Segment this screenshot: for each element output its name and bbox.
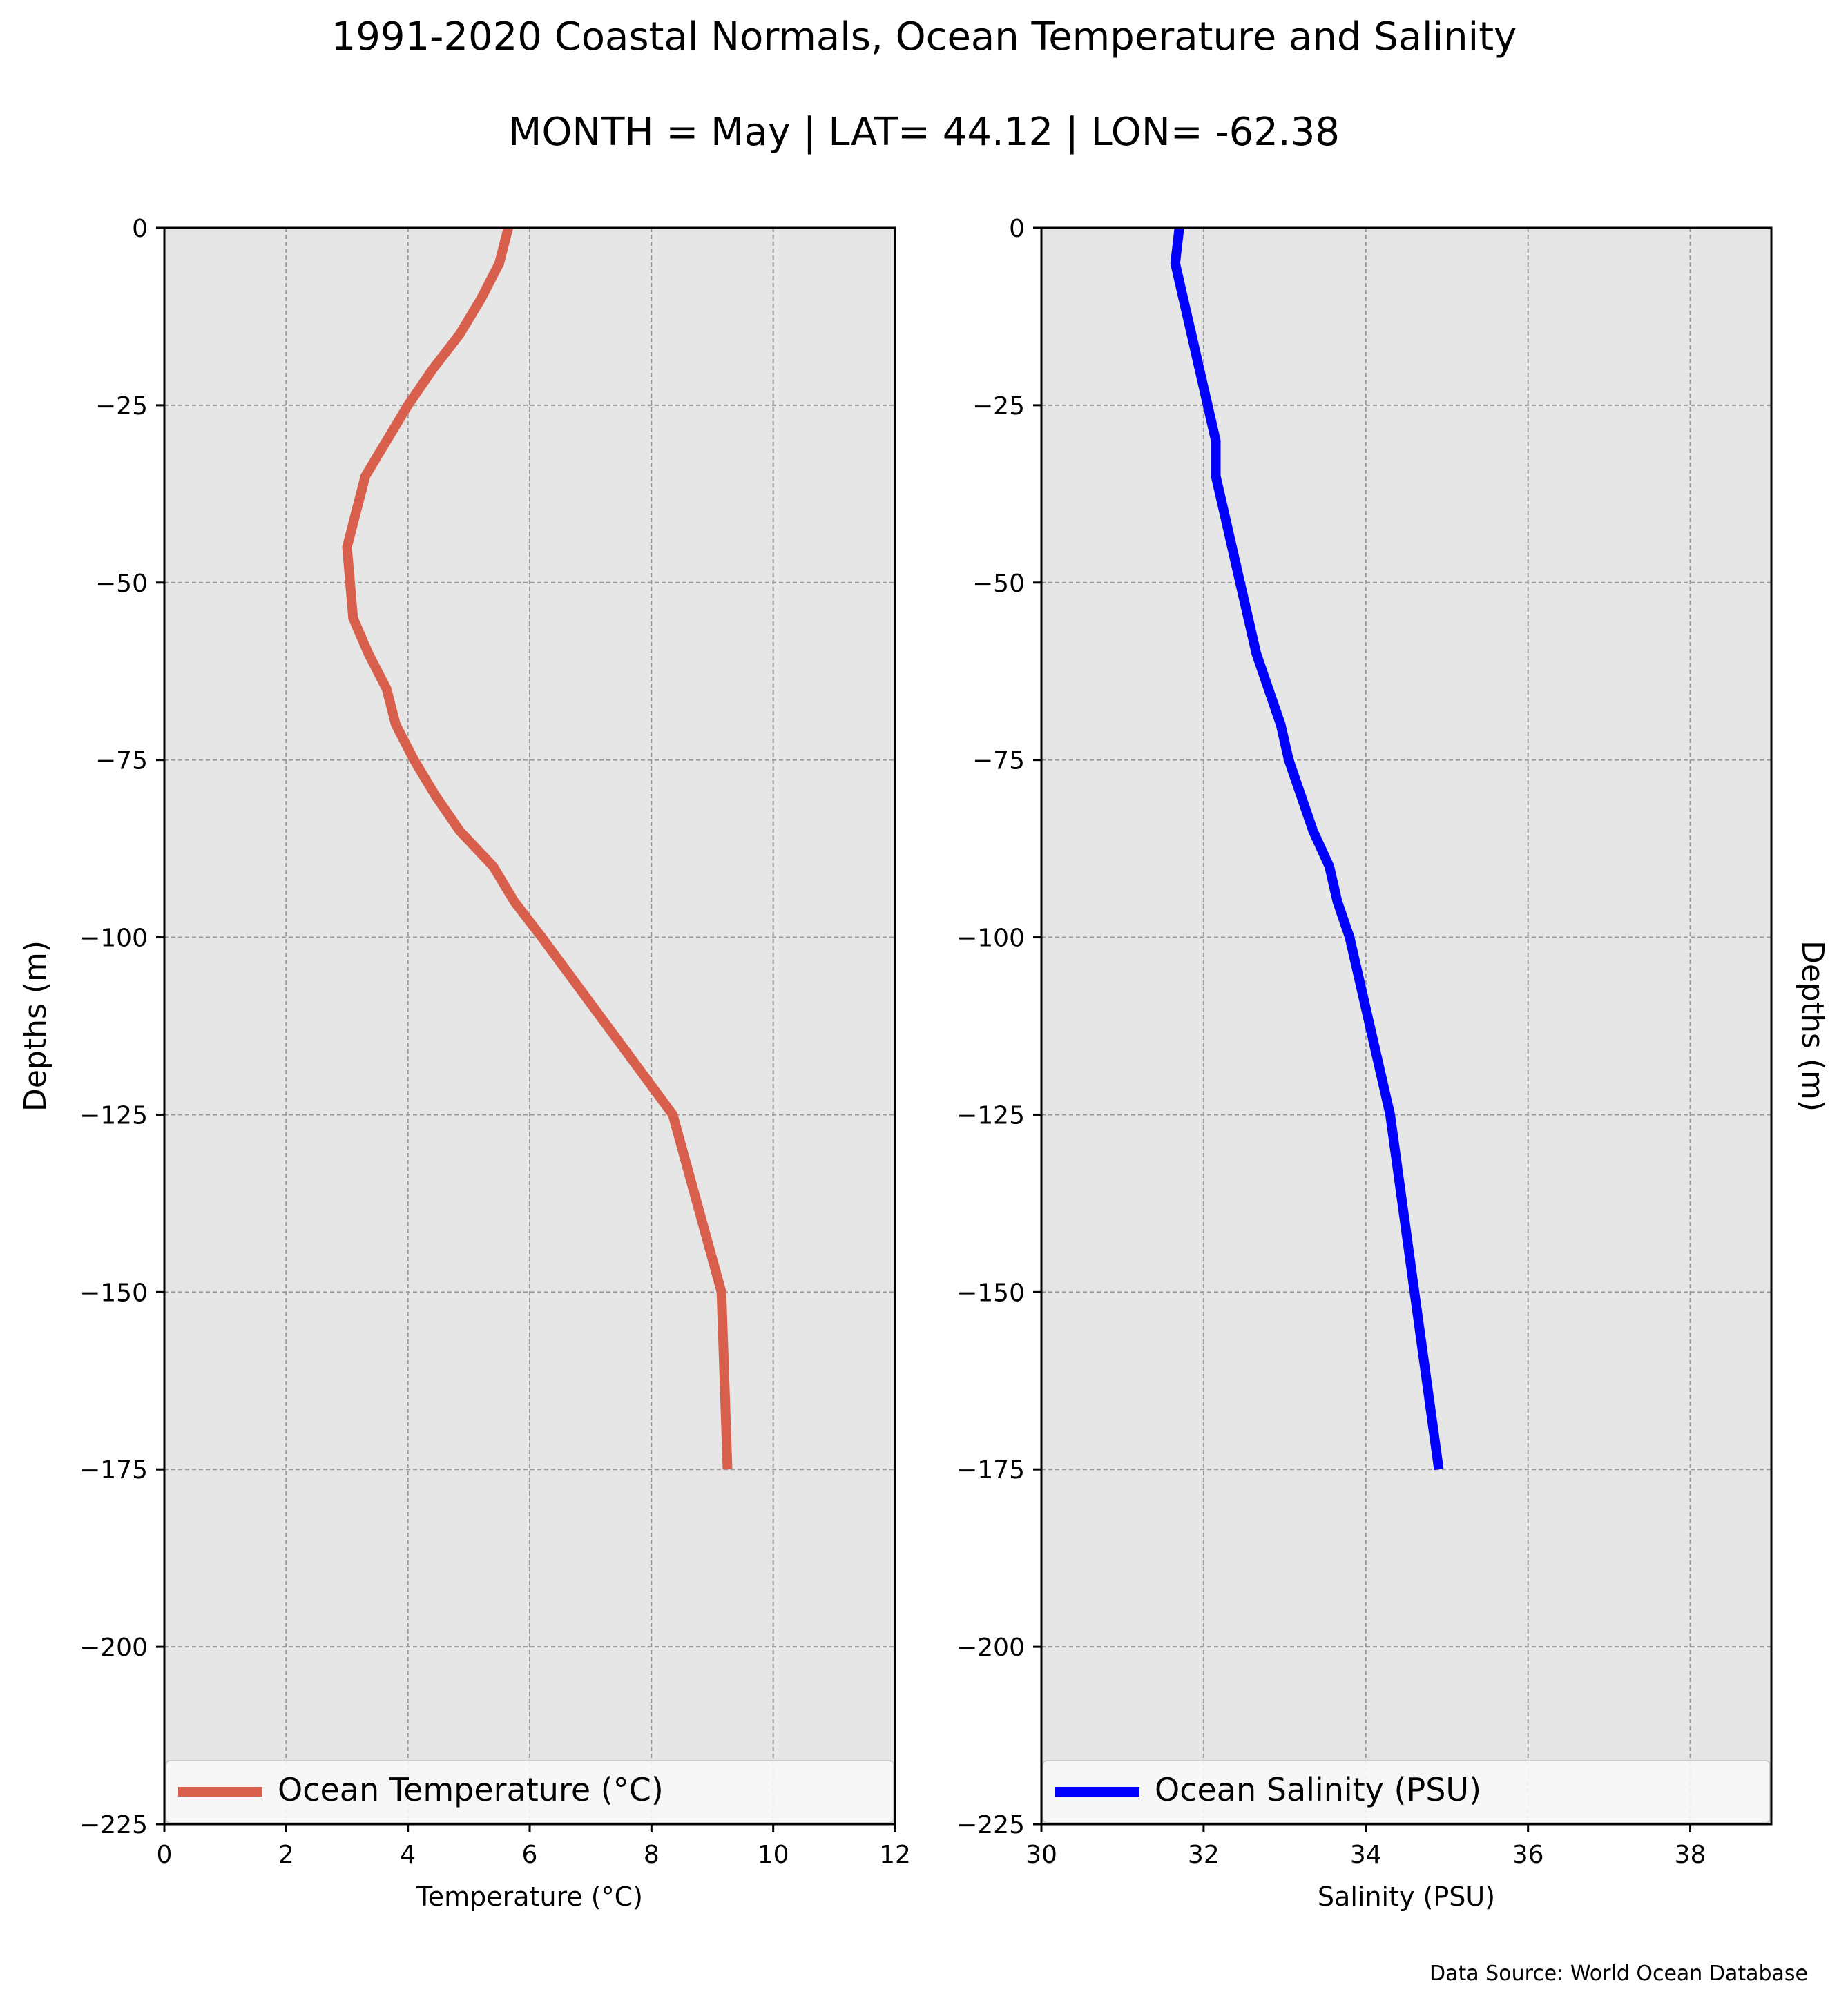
y-tick-label: −175: [79, 1456, 148, 1484]
y-tick-label: 0: [1009, 215, 1025, 243]
legend-label: Ocean Salinity (PSU): [1155, 1771, 1481, 1808]
x-tick-label: 36: [1512, 1841, 1544, 1869]
y-tick-label: −25: [95, 392, 148, 420]
plot-area: [1041, 228, 1771, 1824]
y-tick-label: −75: [95, 747, 148, 775]
y-tick-label: −125: [79, 1101, 148, 1130]
x-tick-label: 6: [522, 1841, 538, 1869]
x-tick-label: 12: [879, 1841, 911, 1869]
x-axis-label: Temperature (°C): [416, 1881, 643, 1912]
y-tick-label: −50: [95, 570, 148, 598]
x-tick-label: 0: [157, 1841, 173, 1869]
legend-label: Ocean Temperature (°C): [278, 1771, 664, 1808]
y-tick-label: −150: [956, 1279, 1025, 1307]
salinity-series-line: [1170, 227, 1444, 1471]
y-tick-label: −100: [79, 925, 148, 953]
y-tick-label: −175: [956, 1456, 1025, 1484]
x-tick-label: 34: [1350, 1841, 1382, 1869]
y-tick-label: −100: [956, 925, 1025, 953]
y-tick-label: −225: [956, 1811, 1025, 1839]
y-tick-label: −125: [956, 1101, 1025, 1130]
y-axis-label: Depths (m): [1795, 940, 1830, 1112]
legend-box: [165, 1760, 894, 1823]
y-tick-label: 0: [132, 215, 148, 243]
y-tick-label: −75: [972, 747, 1025, 775]
x-axis-label: Salinity (PSU): [1318, 1881, 1495, 1912]
figure-title: 1991-2020 Coastal Normals, Ocean Tempera…: [331, 14, 1517, 59]
figure-subtitle: MONTH = May | LAT= 44.12 | LON= -62.38: [508, 110, 1340, 155]
axes-frame: [1040, 226, 1773, 1826]
legend-box: [1042, 1760, 1771, 1823]
x-tick-label: 8: [644, 1841, 660, 1869]
x-tick-label: 10: [758, 1841, 789, 1869]
y-tick-label: −150: [79, 1279, 148, 1307]
x-tick-label: 38: [1675, 1841, 1706, 1869]
temperature-series-line: [342, 226, 733, 1470]
salinity-panel: Ocean Salinity (PSU) 30 32 34 36 38 0 −25 −50 −75…: [956, 215, 1830, 1912]
temperature-panel: Ocean Temperature (°C) 0 2 4 6 8 10 12 0 −25 −50 −7…: [18, 215, 911, 1912]
y-tick-label: −225: [79, 1811, 148, 1839]
x-tick-label: 32: [1188, 1841, 1220, 1869]
data-source-note: Data Source: World Ocean Database: [1430, 1962, 1808, 1986]
y-tick-label: −25: [972, 392, 1025, 420]
y-tick-label: −50: [972, 570, 1025, 598]
x-tick-label: 2: [278, 1841, 294, 1869]
y-axis-label: Depths (m): [18, 940, 53, 1112]
y-tick-label: −200: [956, 1634, 1025, 1662]
x-tick-label: 30: [1026, 1841, 1057, 1869]
x-tick-label: 4: [400, 1841, 416, 1869]
y-tick-label: −200: [79, 1634, 148, 1662]
